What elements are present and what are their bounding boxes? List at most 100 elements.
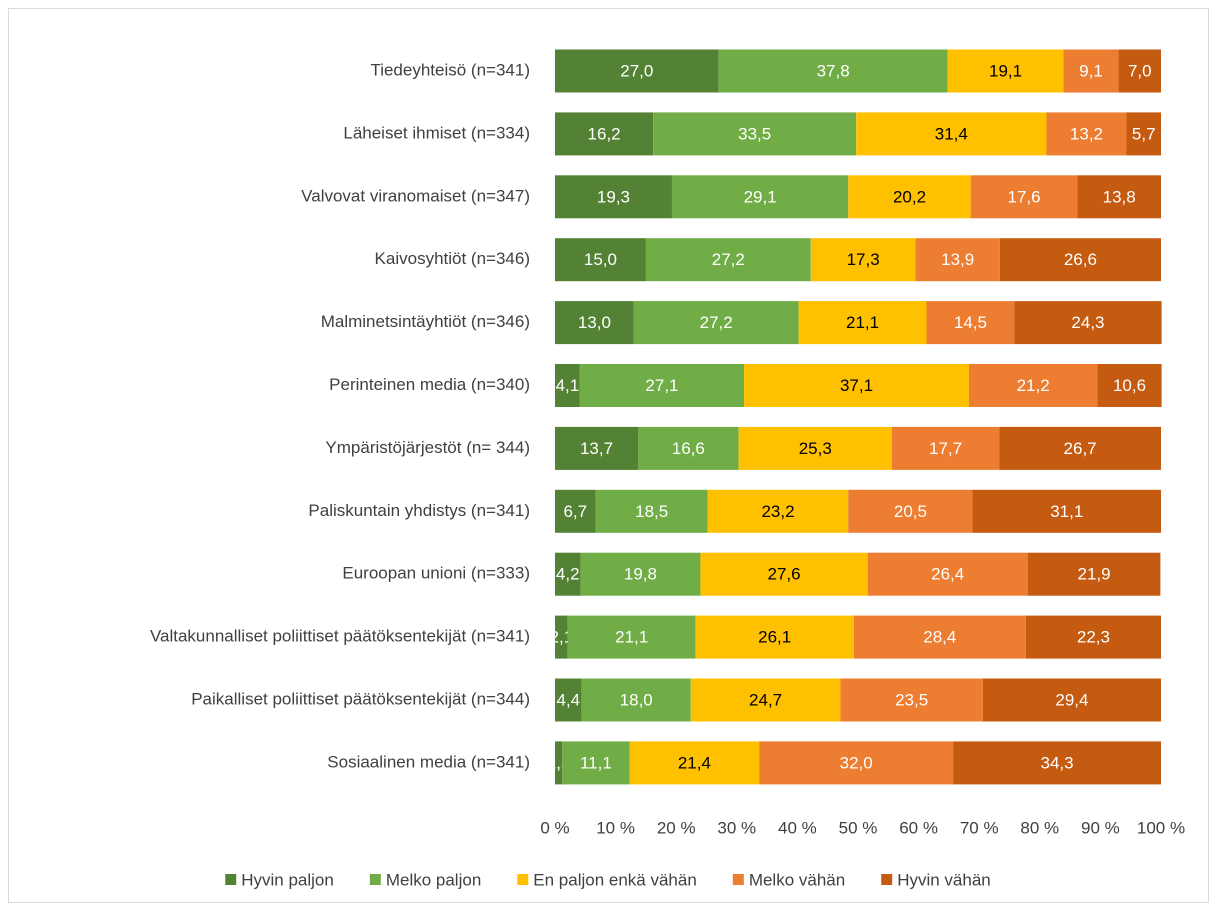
- value-label: 29,1: [744, 187, 777, 206]
- value-label: 4,4: [557, 690, 581, 709]
- bar-segment: [926, 301, 1015, 345]
- x-tick-label: 100 %: [1137, 818, 1185, 837]
- value-label: 37,1: [840, 376, 873, 395]
- bar-segment: [1046, 112, 1127, 156]
- bar-segment: [579, 364, 745, 407]
- value-label: 2,1: [550, 628, 574, 647]
- legend-swatch: [517, 874, 529, 885]
- bar-segment: [653, 112, 857, 156]
- bar-segment: [947, 49, 1064, 93]
- value-label: 17,3: [847, 250, 880, 269]
- value-label: 7,0: [1128, 61, 1152, 80]
- bar-segment: [798, 301, 927, 345]
- category-label: Valvovat viranomaiset (n=347): [301, 186, 530, 205]
- bar-segment: [671, 175, 849, 219]
- value-label: 27,6: [768, 565, 801, 584]
- bar-segment: [968, 364, 1098, 407]
- value-label: 22,3: [1077, 628, 1110, 647]
- x-tick-label: 50 %: [839, 818, 878, 837]
- value-label: 37,8: [817, 61, 850, 80]
- value-label: 19,8: [624, 565, 657, 584]
- value-label: 17,7: [929, 439, 962, 458]
- bar-segment: [707, 489, 849, 533]
- value-label: 32,0: [840, 753, 873, 772]
- value-label: 24,3: [1071, 313, 1104, 332]
- bar-segment: [848, 175, 971, 219]
- value-label: 33,5: [738, 124, 771, 143]
- bar-segment: [999, 238, 1161, 282]
- value-label: 16,2: [588, 124, 621, 143]
- bar-segment: [759, 741, 954, 785]
- value-label: 31,1: [1050, 502, 1083, 521]
- value-label: 4,2: [556, 565, 580, 584]
- bar-segment: [695, 615, 854, 659]
- value-label: 27,2: [700, 313, 733, 332]
- value-label: 5,7: [1132, 124, 1156, 143]
- x-tick-label: 30 %: [717, 818, 756, 837]
- bar-segment: [982, 678, 1161, 722]
- legend-label: En paljon enkä vähän: [533, 870, 697, 889]
- x-tick-label: 80 %: [1020, 818, 1059, 837]
- bar-segment: [1014, 301, 1162, 345]
- bar-segment: [562, 741, 630, 785]
- value-label: 13,2: [1070, 124, 1103, 143]
- bar-segment: [953, 741, 1161, 785]
- category-label: Kaivosyhtiöt (n=346): [375, 249, 530, 268]
- value-label: 13,7: [580, 439, 613, 458]
- value-label: 26,1: [758, 628, 791, 647]
- value-label: 18,0: [620, 690, 653, 709]
- value-label: 14,5: [954, 313, 987, 332]
- category-label: Sosiaalinen media (n=341): [327, 752, 530, 771]
- bar-segment: [856, 112, 1047, 156]
- value-label: 20,2: [893, 187, 926, 206]
- value-label: 25,3: [799, 439, 832, 458]
- category-label: Ympäristöjärjestöt (n= 344): [325, 438, 530, 457]
- value-label: 21,1: [846, 313, 879, 332]
- value-label: 15,0: [584, 250, 617, 269]
- category-label: Paikalliset poliittiset päätöksentekijät…: [191, 689, 530, 708]
- legend-label: Melko paljon: [386, 870, 481, 889]
- bar-segment: [555, 175, 672, 219]
- legend-label: Melko vähän: [749, 870, 845, 889]
- value-label: 19,3: [597, 187, 630, 206]
- bar-segment: [555, 364, 580, 407]
- value-label: 13,9: [941, 250, 974, 269]
- bar-segment: [555, 615, 568, 659]
- value-label: 23,5: [895, 690, 928, 709]
- bar-segment: [645, 238, 811, 282]
- bar-segment: [555, 426, 639, 470]
- value-label: 4,1: [556, 376, 580, 395]
- x-tick-label: 60 %: [899, 818, 938, 837]
- bar-segment: [555, 489, 596, 533]
- bar-segment: [853, 615, 1026, 659]
- value-label: 26,7: [1064, 439, 1097, 458]
- bar-segment: [1025, 615, 1161, 659]
- legend-swatch: [369, 874, 381, 885]
- bar-segment: [867, 552, 1028, 596]
- bar-segment: [738, 426, 892, 470]
- x-tick-label: 20 %: [657, 818, 696, 837]
- bar-segment: [1118, 49, 1161, 93]
- bar-segment: [915, 238, 1000, 282]
- category-label: Paliskuntain yhdistys (n=341): [308, 501, 530, 520]
- bar-segment: [810, 238, 916, 282]
- value-label: 20,5: [894, 502, 927, 521]
- value-label: 27,1: [645, 376, 678, 395]
- value-label: 19,1: [989, 61, 1022, 80]
- bar-segment: [555, 238, 646, 282]
- category-label: Malminetsintäyhtiöt (n=346): [321, 312, 530, 331]
- bar-segment: [555, 301, 634, 345]
- bar-segment: [891, 426, 1000, 470]
- value-label: 9,1: [1079, 61, 1103, 80]
- value-label: 13,8: [1103, 187, 1136, 206]
- bar-segment: [580, 552, 701, 596]
- bar-segment: [999, 426, 1161, 470]
- value-label: 26,6: [1064, 250, 1097, 269]
- value-label: 27,2: [712, 250, 745, 269]
- bar-segment: [629, 741, 760, 785]
- value-label: 16,6: [672, 439, 705, 458]
- category-label: Läheiset ihmiset (n=334): [343, 123, 530, 142]
- bar-segment: [1097, 364, 1162, 407]
- x-tick-label: 40 %: [778, 818, 817, 837]
- bar-segment: [633, 301, 799, 345]
